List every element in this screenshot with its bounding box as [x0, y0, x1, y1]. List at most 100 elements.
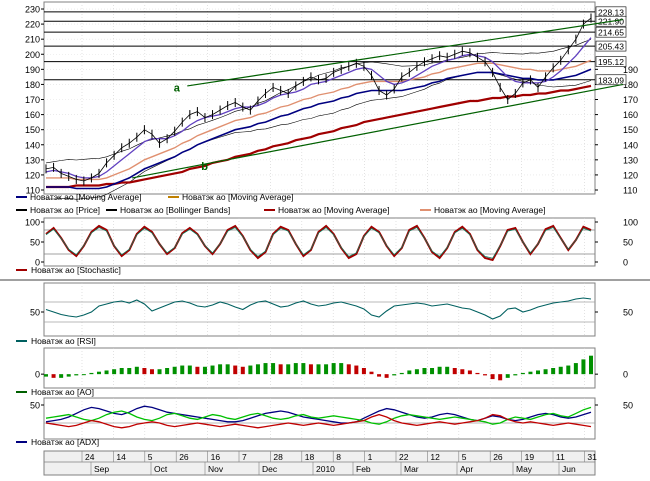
price-level-box — [595, 56, 627, 67]
ao-bar — [104, 370, 109, 375]
ao-bar — [180, 365, 185, 375]
ao-legend-label: Новатэк ао [AO] — [31, 387, 94, 397]
rsi-line — [45, 297, 592, 320]
ao-bar — [165, 368, 170, 375]
annotation-label-a: a — [174, 82, 181, 94]
price-level-box — [595, 26, 627, 38]
ao-bar — [89, 372, 94, 375]
day-tick-label: 7 — [242, 452, 247, 462]
ao-bar — [202, 366, 207, 375]
ao-bar — [422, 368, 427, 375]
ao-bar — [142, 368, 147, 375]
ao-bar — [505, 374, 510, 378]
price-level-label: 205.43 — [598, 42, 624, 52]
stochastic-axis-tick-label-right: 100 — [623, 218, 638, 228]
ao-bar — [528, 371, 533, 375]
ao-bar — [218, 364, 223, 375]
day-tick-label: 22 — [399, 452, 409, 462]
ao-bar — [233, 365, 238, 375]
ma-salmon-line — [46, 59, 592, 181]
ao-bar — [581, 359, 586, 375]
adx-line-1 — [45, 406, 592, 425]
ao-bar — [589, 355, 593, 375]
price-legend-label: Новатэк ао [Moving Average] — [30, 192, 141, 202]
price-axis-tick-label-left: 130 — [25, 155, 40, 165]
price-panel-frame — [43, 1, 596, 195]
month-tick-label: 2010 — [316, 464, 335, 474]
ao-bar — [399, 372, 404, 375]
month-tick-label: Nov — [208, 464, 224, 474]
ao-bar — [74, 374, 79, 376]
ao-bar — [551, 368, 556, 375]
ao-bar — [377, 374, 382, 377]
day-tick-label: 11 — [556, 452, 565, 462]
ao-bar — [301, 363, 306, 375]
day-tick-label: 16 — [211, 452, 221, 462]
price-axis-tick-label-right: 110 — [623, 186, 637, 196]
adx-line-0 — [45, 405, 592, 424]
price-axis-tick-label-right: 130 — [623, 155, 638, 165]
month-tick-label: Apr — [460, 464, 473, 474]
ao-bar — [452, 368, 457, 375]
price-legend-label: Новатэк ао [Price] — [30, 205, 100, 215]
ao-bar — [445, 366, 450, 375]
price-legend-label: Новатэк ао [Moving Average] — [182, 192, 293, 202]
day-tick-label: 19 — [525, 452, 535, 462]
ao-bar — [149, 369, 154, 375]
ao-bar — [460, 369, 465, 375]
price-axis-tick-label-right: 190 — [623, 65, 638, 75]
ao-bar — [407, 370, 412, 375]
stochastic-panel-frame — [43, 217, 596, 267]
stochastic-axis-tick-label-left: 100 — [25, 218, 40, 228]
day-tick-label: 5 — [462, 452, 467, 462]
stochastic-legend-label: Новатэк ао [Stochastic] — [31, 265, 121, 275]
ma-navy-line — [46, 68, 592, 190]
price-axis-tick-label-left: 160 — [25, 110, 40, 120]
ao-bar — [187, 365, 192, 375]
month-tick-label: May — [516, 464, 533, 474]
ao-bar — [112, 369, 117, 375]
ao-axis-tick-label-right: 0 — [623, 370, 628, 380]
price-axis-tick-label-right: 150 — [623, 125, 638, 135]
day-tick-label: 18 — [305, 452, 315, 462]
day-tick-label: 14 — [116, 452, 126, 462]
ao-bar — [483, 374, 488, 376]
price-axis-tick-label-left: 120 — [25, 170, 40, 180]
ao-bar — [225, 364, 230, 375]
price-level-label: 228.13 — [598, 7, 624, 17]
price-line — [45, 17, 592, 182]
day-tick-label: 12 — [430, 452, 440, 462]
price-level-label: 214.65 — [598, 28, 624, 38]
adx-line-2 — [45, 413, 592, 429]
time-axis-frame — [43, 450, 596, 476]
price-axis-tick-label-right: 140 — [623, 140, 638, 150]
price-level-label: 183.09 — [598, 75, 624, 85]
ao-bar — [119, 368, 124, 375]
day-tick-label: 8 — [336, 452, 341, 462]
rsi-axis-tick-label-left: 50 — [30, 308, 40, 318]
ao-bar — [248, 365, 253, 375]
ao-bar — [536, 370, 541, 375]
stochastic-axis-tick-label-right: 0 — [623, 258, 628, 268]
ao-bar — [195, 366, 200, 375]
ao-bar — [346, 364, 351, 375]
price-axis-tick-label-right: 120 — [623, 170, 638, 180]
day-tick-label: 1 — [368, 452, 373, 462]
ao-bar — [66, 374, 71, 377]
month-tick-label: Oct — [154, 464, 168, 474]
price-axis-tick-label-right: 180 — [623, 80, 638, 90]
rsi-panel-frame — [43, 282, 596, 337]
trendline-lower — [132, 83, 624, 179]
ao-bar — [286, 364, 291, 375]
adx-axis-tick-label-right: 50 — [623, 401, 633, 411]
ao-bar — [392, 374, 397, 376]
ao-bar — [543, 369, 548, 375]
ao-bar — [414, 369, 419, 375]
price-legend-label: Новатэк ао [Moving Average] — [434, 205, 545, 215]
ao-bar — [172, 366, 177, 375]
ao-bar — [293, 363, 298, 375]
ao-bar — [44, 374, 48, 377]
stochastic-axis-tick-label-left: 50 — [30, 238, 40, 248]
ao-bar — [558, 366, 563, 375]
trendline-a — [187, 18, 624, 87]
